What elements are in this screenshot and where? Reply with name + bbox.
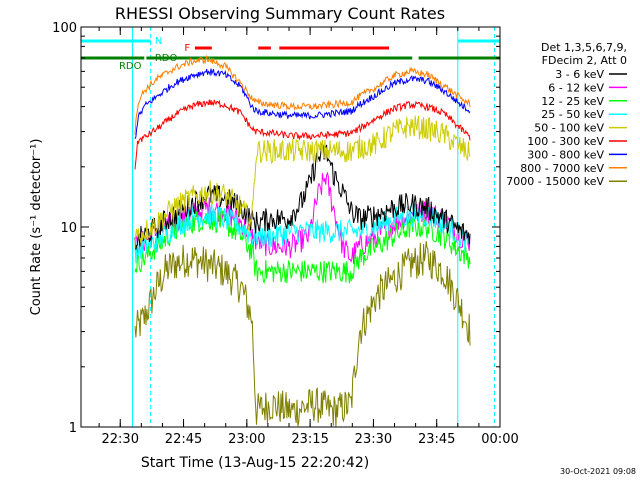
x-tick-label: 22:30 xyxy=(102,432,139,447)
series-line-800-7000kev xyxy=(134,54,471,135)
y-axis-label: Count Rate (s⁻¹ detector⁻¹) xyxy=(29,139,44,316)
axes: 22:30 22:45 23:00 23:15 23:30 23:45 00:00 1 10 10… xyxy=(52,21,519,447)
legend-entry-label: 12 - 25 keV xyxy=(541,95,604,108)
rdo-flag-label: RDO xyxy=(155,53,178,64)
series-line-7000-15000kev xyxy=(134,240,471,428)
legend-header-line-1: Det 1,3,5,6,7,9, xyxy=(541,41,627,54)
series-line-3-6kev xyxy=(134,143,471,250)
legend-entry-label: 3 - 6 keV xyxy=(555,68,604,81)
legend-entry-label: 6 - 12 keV xyxy=(548,81,604,94)
series-line-50-100kev xyxy=(134,115,471,248)
x-tick-label: 22:45 xyxy=(165,432,202,447)
chart-title: RHESSI Observing Summary Count Rates xyxy=(115,4,445,23)
y-tick-label: 10 xyxy=(60,221,77,236)
series-line-100-300kev xyxy=(134,99,471,170)
x-tick-label: 23:00 xyxy=(228,432,265,447)
x-axis-label: Start Time (13-Aug-15 22:20:42) xyxy=(141,455,369,471)
x-tick-label: 23:15 xyxy=(291,432,328,447)
flare-flag-label: F xyxy=(184,43,190,54)
series-layer xyxy=(134,54,471,428)
legend-entry-label: 50 - 100 keV xyxy=(534,122,604,135)
legend-entry-label: 300 - 800 keV xyxy=(527,148,604,161)
legend-header-line-2: FDecim 2, Att 0 xyxy=(542,54,627,67)
legend-entry-label: 25 - 50 keV xyxy=(541,108,604,121)
legend: Det 1,3,5,6,7,9, FDecim 2, Att 0 3 - 6 k… xyxy=(506,41,627,188)
legend-entry-label: 100 - 300 keV xyxy=(527,135,604,148)
series-line-300-800kev xyxy=(134,68,471,140)
rdo-flag-label: RDO xyxy=(119,61,142,72)
x-tick-label: 00:00 xyxy=(481,432,518,447)
x-tick-label: 23:45 xyxy=(418,432,455,447)
night-flag-label: N xyxy=(155,36,162,47)
legend-entry-label: 7000 - 15000 keV xyxy=(506,175,604,188)
timestamp: 30-Oct-2021 09:08 xyxy=(560,467,636,476)
legend-entry-label: 800 - 7000 keV xyxy=(520,162,604,175)
x-tick-label: 23:30 xyxy=(355,432,392,447)
y-tick-label: 1 xyxy=(69,421,77,436)
y-tick-label: 100 xyxy=(52,21,77,36)
series-line-25-50kev xyxy=(134,203,471,264)
